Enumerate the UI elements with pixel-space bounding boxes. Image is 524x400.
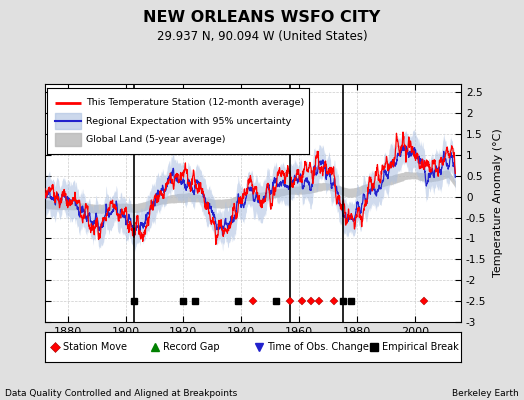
Y-axis label: Temperature Anomaly (°C): Temperature Anomaly (°C) [493, 129, 503, 277]
Text: Global Land (5-year average): Global Land (5-year average) [86, 135, 226, 144]
Text: This Temperature Station (12-month average): This Temperature Station (12-month avera… [86, 98, 305, 107]
Text: Data Quality Controlled and Aligned at Breakpoints: Data Quality Controlled and Aligned at B… [5, 389, 237, 398]
Text: Berkeley Earth: Berkeley Earth [452, 389, 519, 398]
Text: NEW ORLEANS WSFO CITY: NEW ORLEANS WSFO CITY [144, 10, 380, 25]
Text: Station Move: Station Move [63, 342, 127, 352]
Text: 29.937 N, 90.094 W (United States): 29.937 N, 90.094 W (United States) [157, 30, 367, 43]
Text: Record Gap: Record Gap [163, 342, 220, 352]
Text: Empirical Break: Empirical Break [382, 342, 458, 352]
Text: Time of Obs. Change: Time of Obs. Change [267, 342, 369, 352]
Text: Regional Expectation with 95% uncertainty: Regional Expectation with 95% uncertaint… [86, 116, 292, 126]
